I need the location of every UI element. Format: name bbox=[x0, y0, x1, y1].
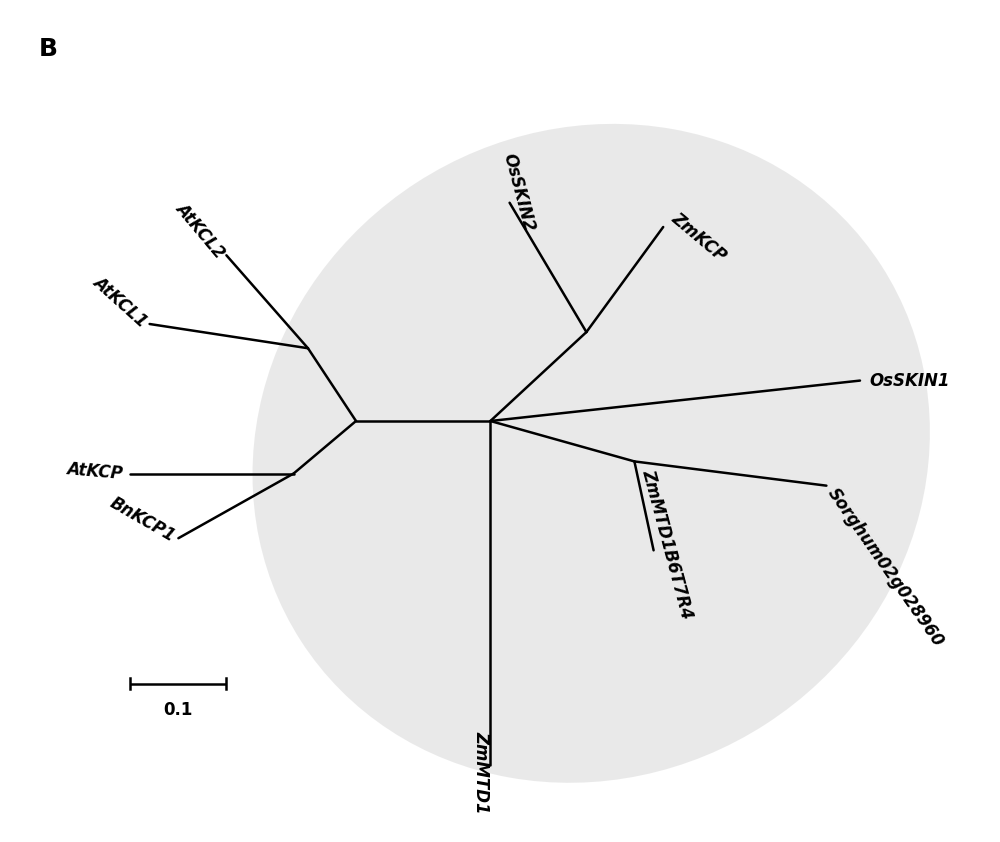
Text: OsSKIN2: OsSKIN2 bbox=[499, 151, 537, 233]
Text: AtKCP: AtKCP bbox=[66, 460, 124, 482]
Text: BnKCP1: BnKCP1 bbox=[106, 494, 178, 546]
Text: Sorghum02g028960: Sorghum02g028960 bbox=[824, 484, 947, 650]
Text: AtKCL1: AtKCL1 bbox=[89, 273, 151, 331]
Text: ZmMTD1B6T7R4: ZmMTD1B6T7R4 bbox=[638, 467, 696, 621]
Text: B: B bbox=[39, 37, 58, 61]
Text: OsSKIN1: OsSKIN1 bbox=[870, 371, 950, 390]
Ellipse shape bbox=[253, 124, 930, 783]
Text: 0.1: 0.1 bbox=[164, 701, 193, 719]
Text: ZmKCP: ZmKCP bbox=[668, 209, 730, 265]
Text: AtKCL2: AtKCL2 bbox=[172, 199, 228, 261]
Text: ZmMTD1: ZmMTD1 bbox=[472, 732, 490, 814]
